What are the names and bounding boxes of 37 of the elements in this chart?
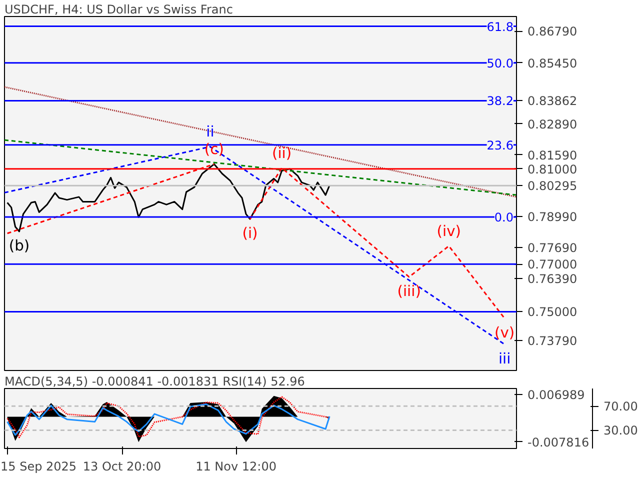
y-tick-label: 0.81590 xyxy=(528,148,578,162)
annotation: (v) xyxy=(494,324,515,342)
y-tick-label: 0.85450 xyxy=(528,56,578,70)
annotation: iii xyxy=(498,350,511,368)
annotation: 38.2 xyxy=(486,94,514,108)
annotation: 50.0 xyxy=(486,56,514,70)
y-tick-label: 0.81000 xyxy=(528,162,578,176)
y2-tick-label: 30.00 xyxy=(604,424,638,438)
y-tick-label: 0.77000 xyxy=(528,258,578,272)
x-tick-label: 15 Sep 2025 xyxy=(0,460,77,474)
y-tick-label: 0.76390 xyxy=(528,272,578,286)
y-tick-label: 0.77690 xyxy=(528,241,578,256)
annotation: (iii) xyxy=(397,282,421,300)
y-tick-label: 0.86790 xyxy=(528,24,578,39)
y-tick-label: 0.82890 xyxy=(528,117,578,132)
x-tick-label: 11 Nov 12:00 xyxy=(196,460,277,474)
y-tick-label: 0.006989 xyxy=(528,388,585,402)
x-tick-label: 13 Oct 20:00 xyxy=(82,460,162,474)
annotation: 23.6 xyxy=(486,138,514,152)
annotation: (ii) xyxy=(272,144,292,162)
annotation: 61.8 xyxy=(486,20,514,34)
y-tick-label: 0.80295 xyxy=(528,179,578,194)
annotation: (iv) xyxy=(436,222,461,240)
y-tick-label: 0.73790 xyxy=(528,334,578,348)
chart-title: USDCHF, H4: US Dollar vs Swiss Franc xyxy=(4,2,233,16)
annotation: ii xyxy=(206,124,214,141)
annotation: (b) xyxy=(8,237,30,254)
line-series xyxy=(6,404,330,436)
y-tick-label: -0.007816 xyxy=(528,435,590,450)
chart-title: MACD(5,34,5) -0.000841 -0.001831 RSI(14) 52.96 xyxy=(4,374,305,388)
y-tick-label: 0.78990 xyxy=(528,210,578,224)
annotation: 0.0 xyxy=(494,210,514,224)
y-tick-label: 0.83862 xyxy=(528,94,578,108)
y-tick-label: 0.75000 xyxy=(528,305,578,320)
y2-tick-label: 70.00 xyxy=(604,400,638,414)
annotation: (c) xyxy=(204,141,224,158)
annotation: (i) xyxy=(242,225,258,242)
